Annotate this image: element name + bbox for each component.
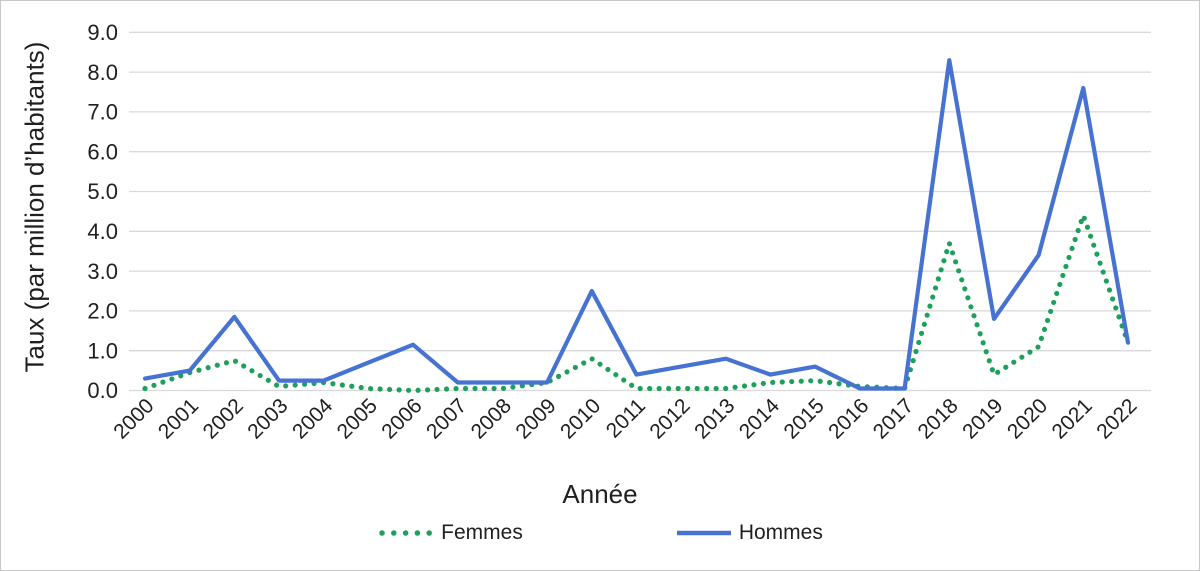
x-tick-label: 2006 — [377, 394, 426, 443]
hommes-solid-line-icon — [676, 530, 731, 536]
femmes-line — [142, 212, 1131, 394]
x-tick-label: 2021 — [1048, 394, 1097, 443]
legend-item-femmes: Femmes — [377, 521, 523, 545]
y-axis-title: Taux (par million d’habitants) — [19, 41, 50, 373]
x-tick-label: 2018 — [914, 394, 963, 443]
y-tick-label: 9.0 — [87, 20, 118, 45]
x-tick-label: 2015 — [779, 394, 828, 443]
y-tick-label: 8.0 — [87, 60, 118, 85]
x-tick-label: 2016 — [824, 394, 873, 443]
x-tick-label: 2012 — [645, 394, 694, 443]
y-tick-label: 2.0 — [87, 299, 118, 324]
hommes-line — [142, 58, 1131, 391]
y-tick-label: 0.0 — [87, 378, 118, 403]
femmes-dotted-line-icon — [379, 530, 433, 536]
y-tick-label: 7.0 — [87, 100, 118, 125]
x-tick-label: 2002 — [199, 394, 248, 443]
x-tick-label: 2011 — [602, 394, 650, 442]
legend-item-hommes: Hommes — [675, 521, 823, 545]
gridlines — [129, 31, 1151, 392]
y-tick-label: 3.0 — [87, 259, 118, 284]
y-tick-label: 1.0 — [87, 338, 118, 363]
x-tick-label: 2017 — [869, 394, 918, 443]
y-tick-labels: 0.0 1.0 2.0 3.0 4.0 5.0 6.0 7.0 8.0 9.0 — [87, 20, 118, 403]
x-tick-label: 2005 — [333, 394, 382, 443]
x-tick-label: 2013 — [690, 394, 739, 443]
y-tick-label: 4.0 — [87, 219, 118, 244]
y-tick-label: 6.0 — [87, 139, 118, 164]
x-tick-labels: 2000200120022003200420052006200720082009… — [109, 394, 1141, 444]
legend-label-hommes: Hommes — [738, 521, 823, 544]
x-tick-label: 2010 — [556, 394, 605, 443]
x-tick-label: 2020 — [1003, 394, 1052, 443]
y-tick-label: 5.0 — [87, 179, 118, 204]
x-tick-label: 2003 — [243, 394, 292, 443]
x-tick-label: 2019 — [958, 394, 1007, 443]
x-tick-label: 2014 — [735, 394, 785, 444]
x-tick-label: 2022 — [1092, 394, 1141, 443]
legend: Femmes Hommes — [1, 521, 1199, 545]
series-lines — [142, 58, 1131, 394]
x-axis-title: Année — [562, 479, 638, 509]
x-tick-label: 2007 — [422, 394, 471, 443]
x-tick-label: 2001 — [154, 394, 203, 443]
x-tick-label: 2009 — [511, 394, 560, 443]
x-tick-label: 2008 — [467, 394, 516, 443]
x-tick-label: 2004 — [288, 394, 338, 444]
legend-label-femmes: Femmes — [441, 521, 523, 544]
